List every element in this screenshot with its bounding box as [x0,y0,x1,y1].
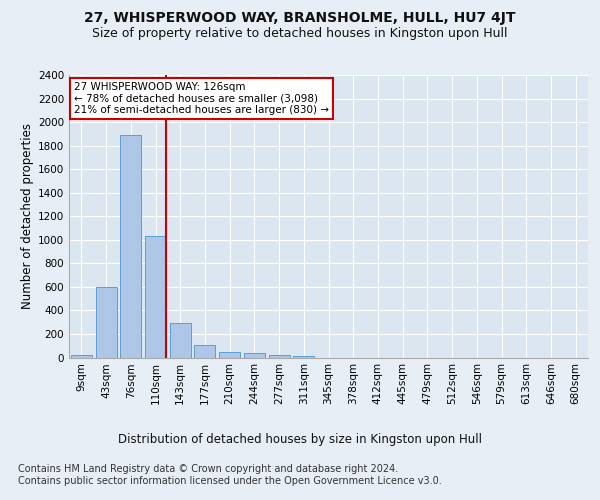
Text: Contains HM Land Registry data © Crown copyright and database right 2024.
Contai: Contains HM Land Registry data © Crown c… [18,464,442,485]
Bar [120,135,141,358]
Bar [170,324,191,358]
Y-axis label: Number of detached properties: Number of detached properties [21,123,34,309]
Bar [269,354,290,358]
Text: 27 WHISPERWOOD WAY: 126sqm
← 78% of detached houses are smaller (3,098)
21% of s: 27 WHISPERWOOD WAY: 126sqm ← 78% of deta… [74,82,329,116]
Text: 27, WHISPERWOOD WAY, BRANSHOLME, HULL, HU7 4JT: 27, WHISPERWOOD WAY, BRANSHOLME, HULL, H… [84,11,516,25]
Bar [293,356,314,358]
Bar [194,344,215,358]
Bar [71,355,92,358]
Text: Size of property relative to detached houses in Kingston upon Hull: Size of property relative to detached ho… [92,28,508,40]
Bar [219,352,240,358]
Bar [95,287,116,358]
Bar [244,354,265,358]
Text: Distribution of detached houses by size in Kingston upon Hull: Distribution of detached houses by size … [118,432,482,446]
Bar [145,236,166,358]
